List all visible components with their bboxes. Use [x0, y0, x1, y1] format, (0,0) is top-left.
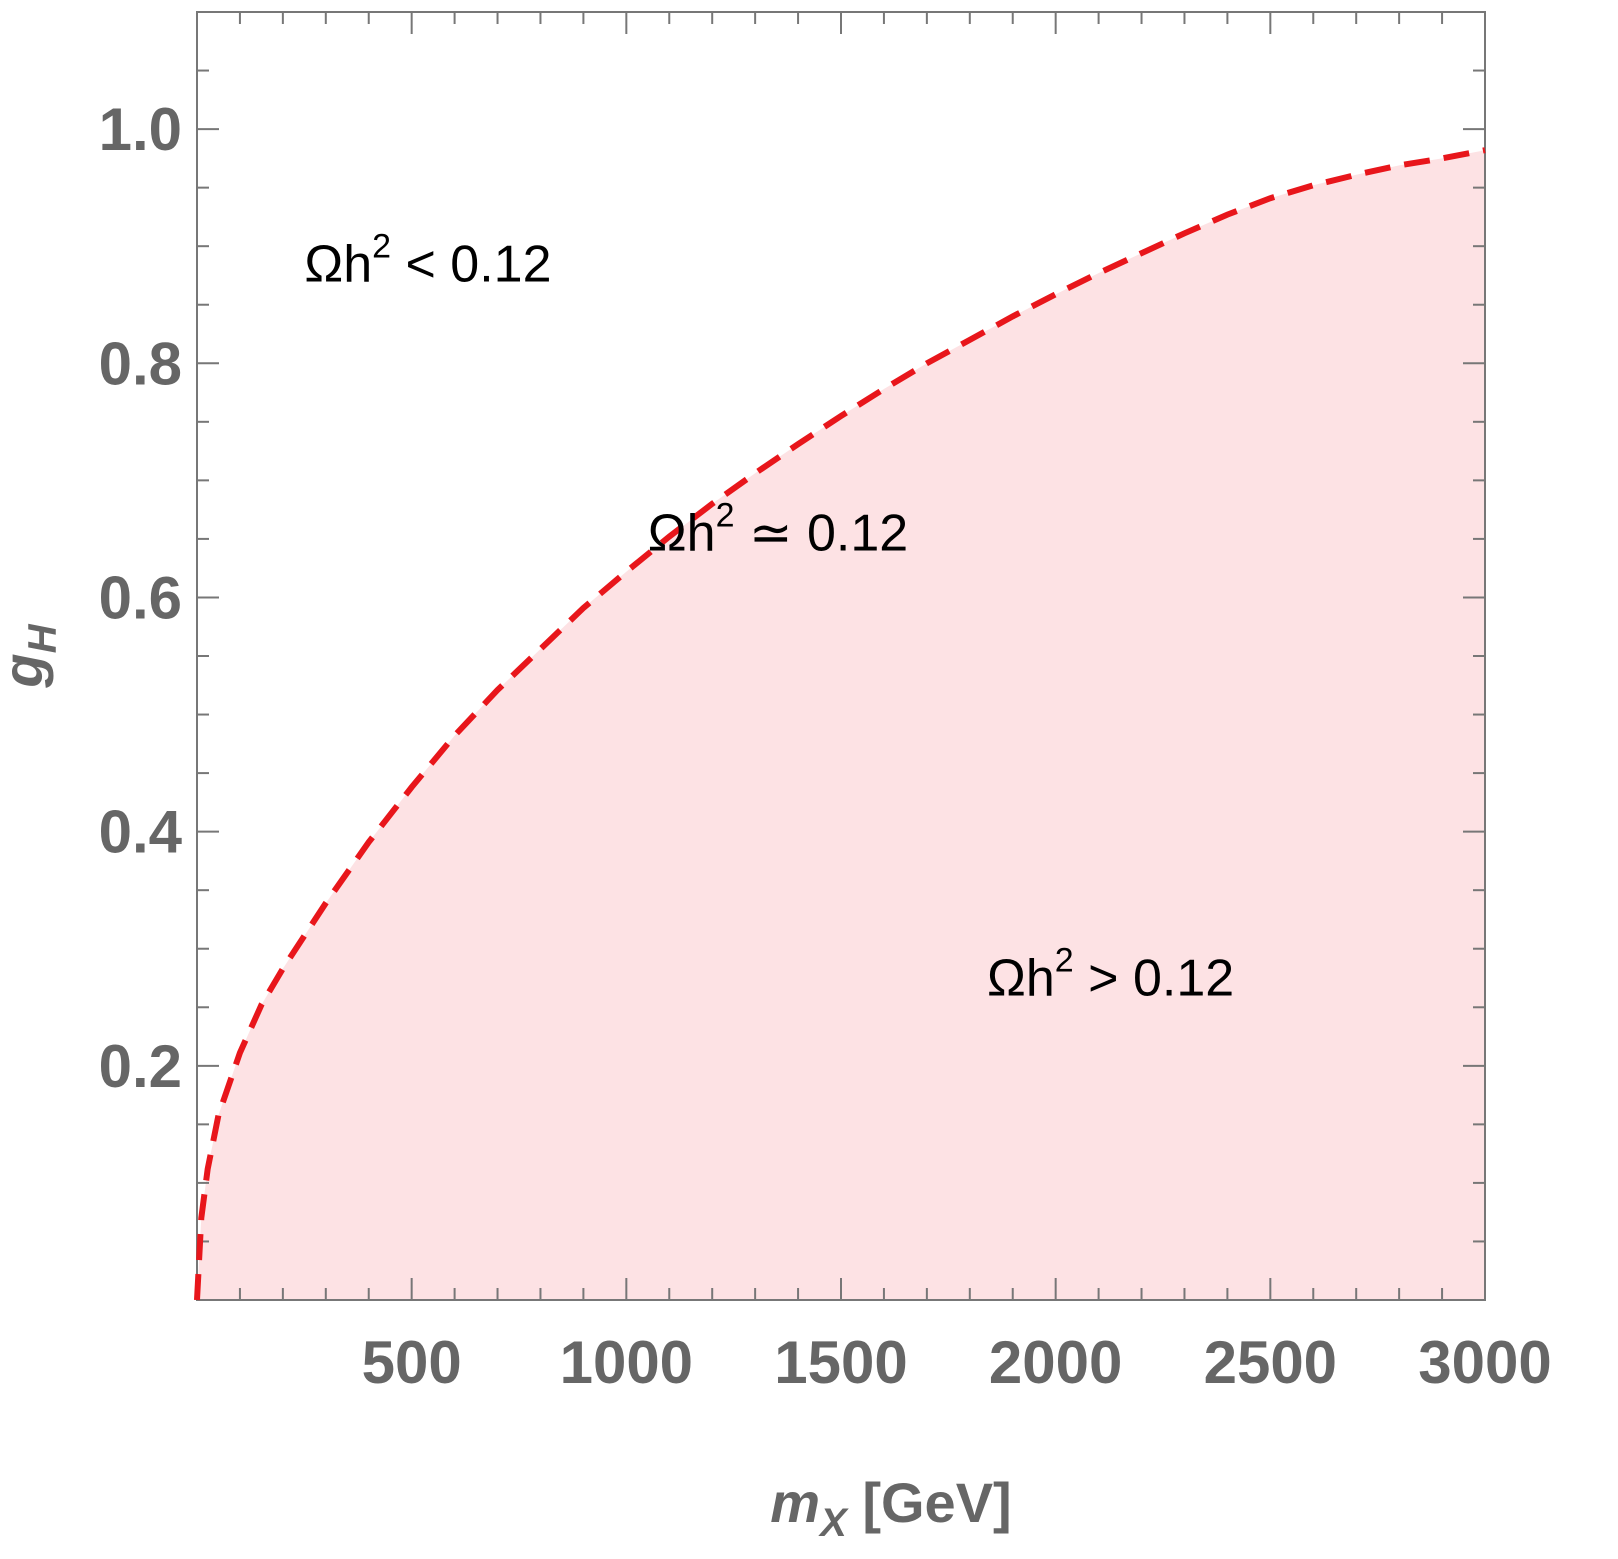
region-annotation: Ωh2 > 0.12 — [987, 942, 1234, 1008]
labels-layer: 500 1000 1500 2000 2500 3000 0.2 0.4 0.6 0.8 1.0 mX… — [0, 96, 1552, 1545]
y-tick-label: 0.2 — [99, 1033, 182, 1100]
x-tick-label: 1000 — [560, 1329, 693, 1396]
annotation-main: Ωh — [648, 505, 716, 563]
y-axis-title-main: g — [0, 653, 54, 688]
annotation-main: Ωh — [987, 950, 1055, 1008]
y-tick-label: 0.4 — [99, 799, 183, 866]
region-annotation: Ωh2 < 0.12 — [304, 227, 551, 293]
x-axis-title-unit: [GeV] — [847, 1471, 1012, 1534]
annotation-sup: 2 — [716, 497, 735, 535]
x-tick-label: 1500 — [774, 1329, 907, 1396]
region-annotation: Ωh2 ≃ 0.12 — [648, 497, 908, 563]
annotation-sup: 2 — [372, 227, 391, 265]
annotation-rest: ≃ 0.12 — [735, 505, 909, 563]
curve-layer — [194, 147, 1486, 1301]
ticks-layer — [197, 12, 1486, 1300]
x-tick-label: 3000 — [1418, 1329, 1551, 1396]
y-axis-title: gH — [0, 623, 65, 688]
shaded-region — [197, 150, 1485, 1301]
y-tick-label: 0.8 — [99, 330, 182, 397]
annotation-sup: 2 — [1055, 942, 1074, 980]
y-tick-label: 0.6 — [99, 564, 182, 631]
x-tick-label: 500 — [362, 1329, 462, 1396]
x-axis-title-sub: X — [818, 1501, 849, 1545]
y-axis-title-sub: H — [21, 623, 65, 653]
annotation-rest: > 0.12 — [1074, 950, 1234, 1008]
x-tick-label: 2000 — [989, 1329, 1122, 1396]
annotation-main: Ωh — [304, 235, 372, 293]
relic-density-curve — [194, 147, 1486, 1301]
x-axis-title-main: m — [770, 1471, 820, 1534]
x-axis-title: mX [GeV] — [770, 1471, 1011, 1545]
annotation-rest: < 0.12 — [391, 235, 551, 293]
x-tick-label: 2500 — [1204, 1329, 1337, 1396]
fill-layer — [197, 150, 1485, 1301]
y-tick-label: 1.0 — [99, 96, 182, 163]
